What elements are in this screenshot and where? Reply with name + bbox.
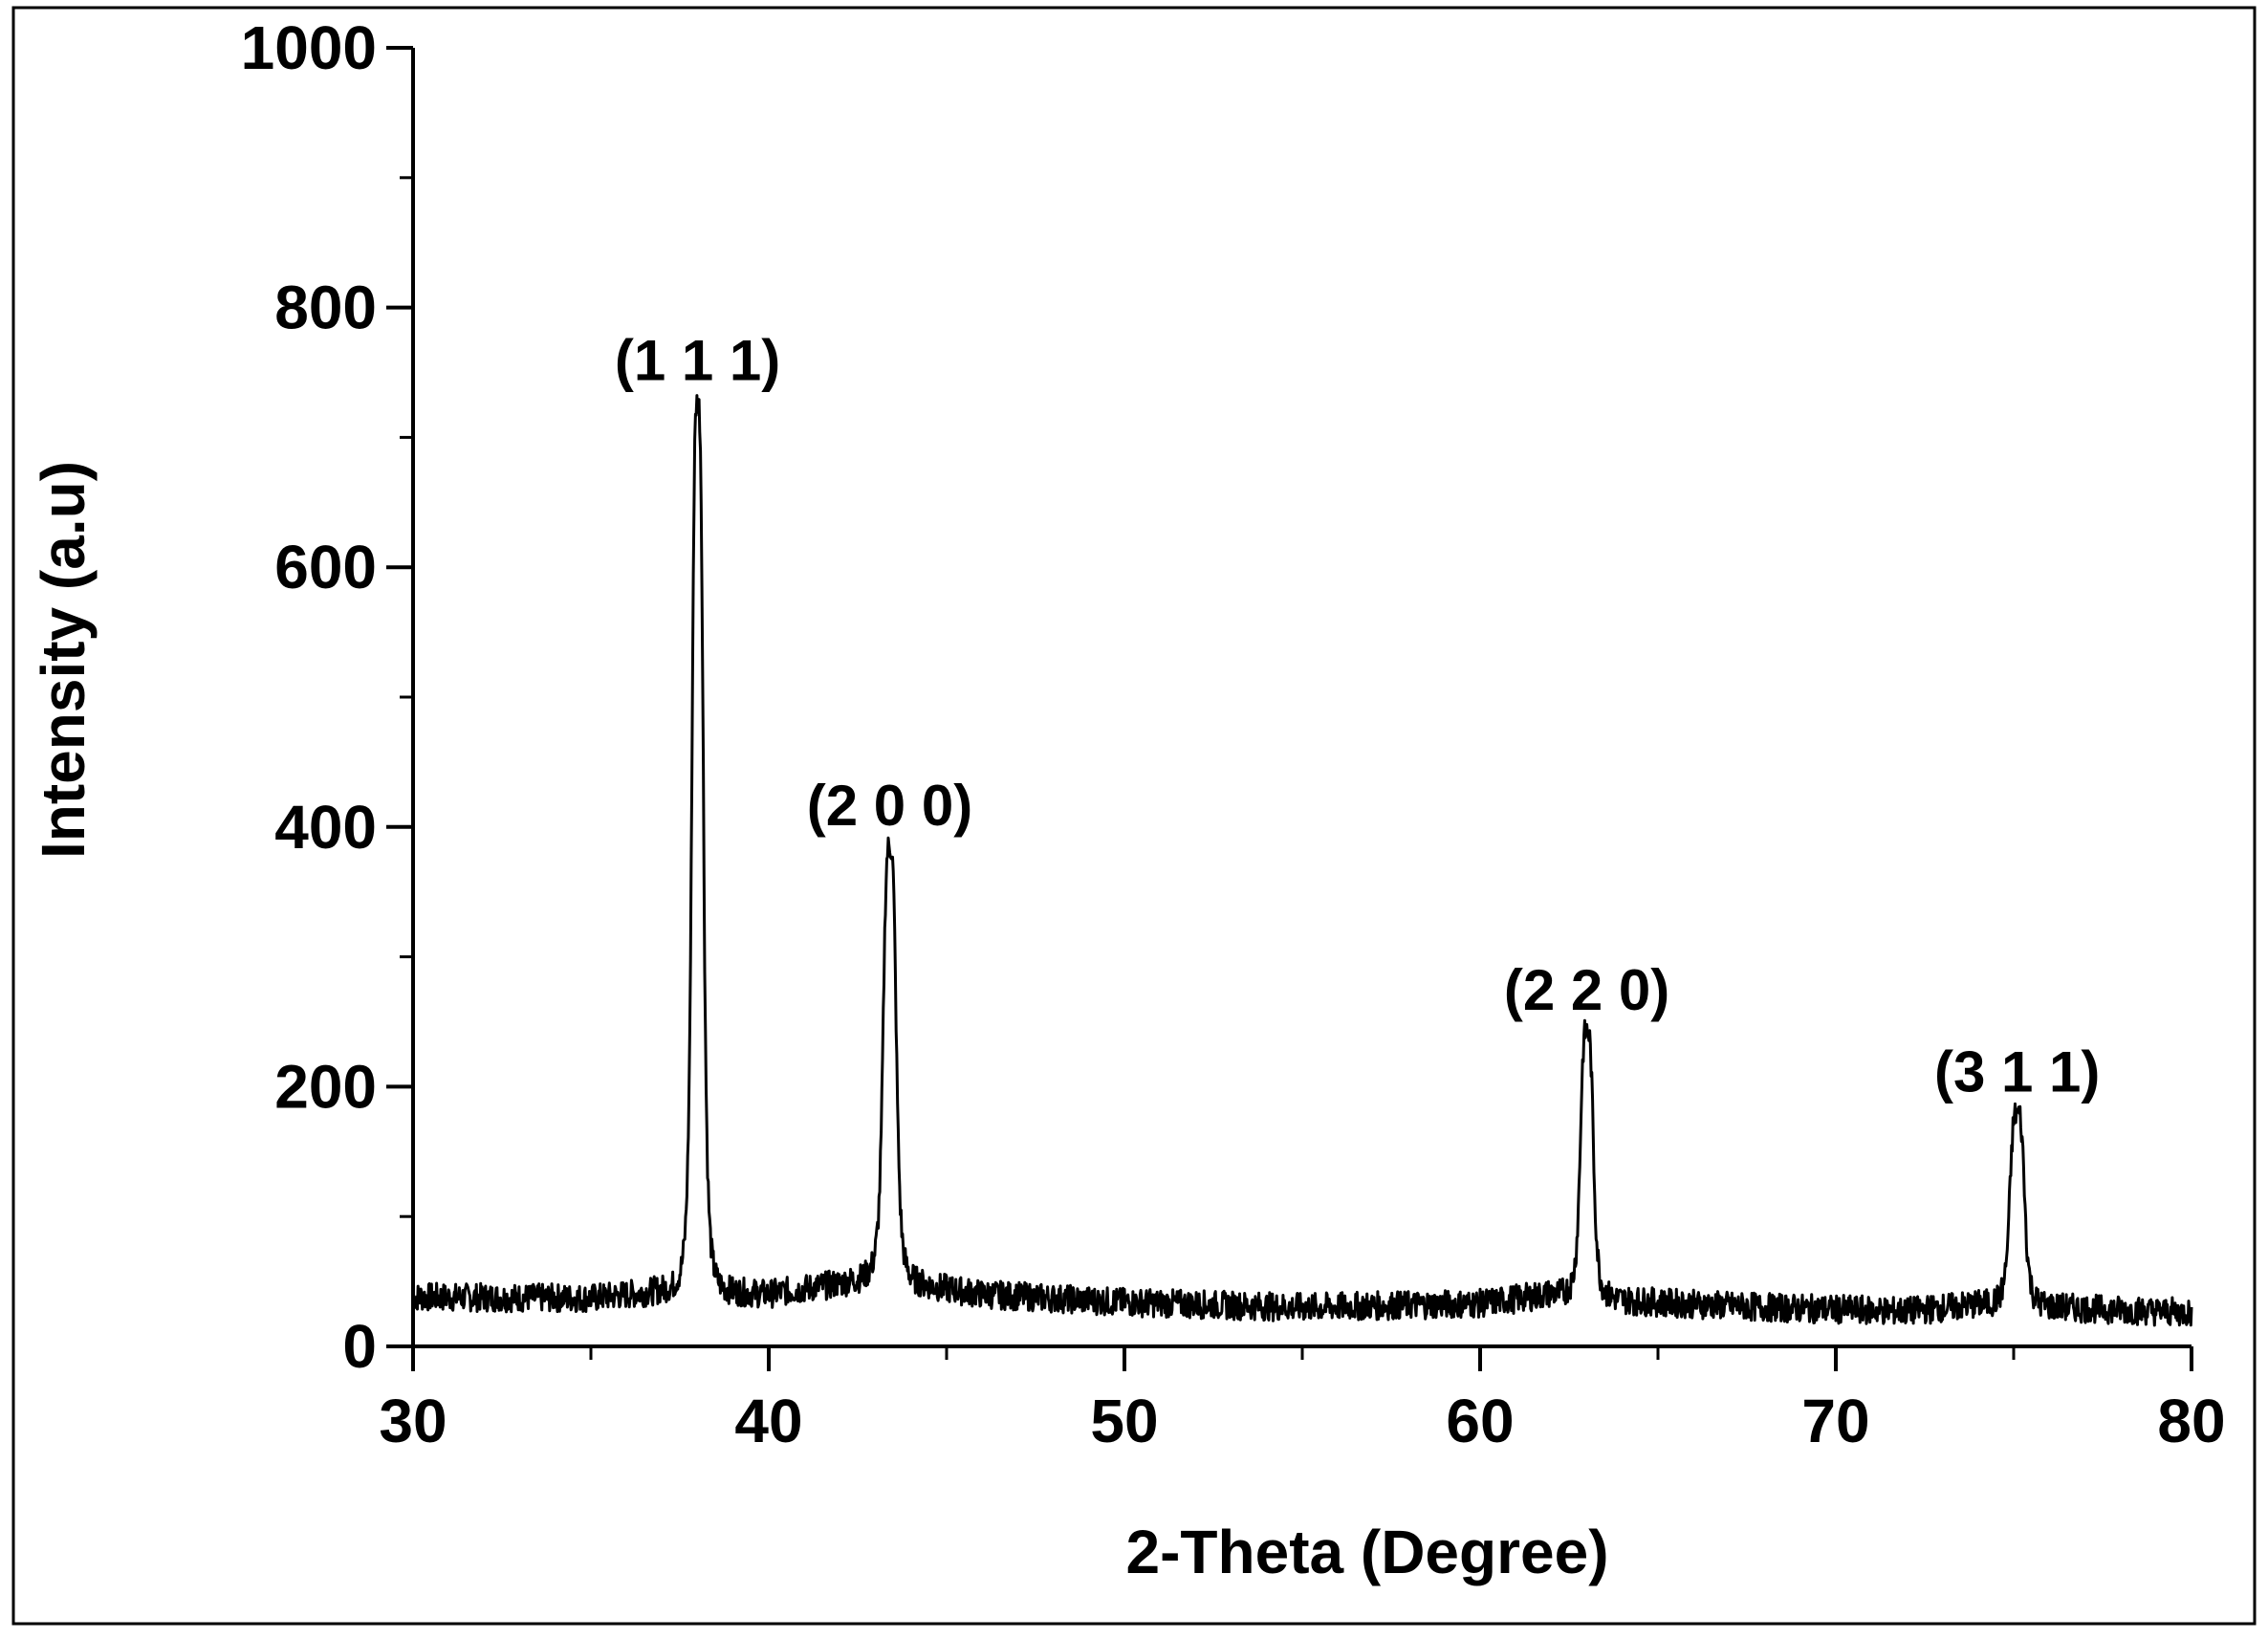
x-tick-label: 30	[379, 1387, 447, 1455]
y-tick-label: 400	[274, 793, 377, 862]
peak-label: (1 1 1)	[615, 328, 780, 392]
peak-label: (3 1 1)	[1934, 1040, 2100, 1104]
y-tick-label: 1000	[241, 13, 377, 82]
outer-frame	[11, 6, 2257, 1626]
x-tick-label: 60	[1446, 1387, 1514, 1455]
series-group	[411, 394, 2193, 1327]
y-tick-label: 200	[274, 1052, 377, 1121]
y-tick-label: 800	[274, 273, 377, 342]
peak-labels: (1 1 1) (2 0 0) (2 2 0) (3 1 1)	[615, 328, 2101, 1104]
peak-label: (2 2 0)	[1504, 958, 1669, 1022]
x-tick-label: 50	[1090, 1387, 1158, 1455]
y-tick-label: 0	[342, 1312, 377, 1381]
x-axis-title: 2-Theta (Degree)	[1126, 1518, 1609, 1586]
x-tick-label: 70	[1801, 1387, 1869, 1455]
x-tick-label: 80	[2157, 1387, 2225, 1455]
y-tick-label: 600	[274, 533, 377, 601]
y-axis-title: Intensity (a.u)	[29, 461, 98, 859]
series-line	[411, 394, 2193, 1327]
x-tick-label: 40	[734, 1387, 802, 1455]
peak-label: (2 0 0)	[807, 774, 972, 838]
y-axis: 0 200 400 600 800 1000	[241, 13, 415, 1381]
x-axis: 30 40 50 60 70 80	[379, 1344, 2226, 1455]
